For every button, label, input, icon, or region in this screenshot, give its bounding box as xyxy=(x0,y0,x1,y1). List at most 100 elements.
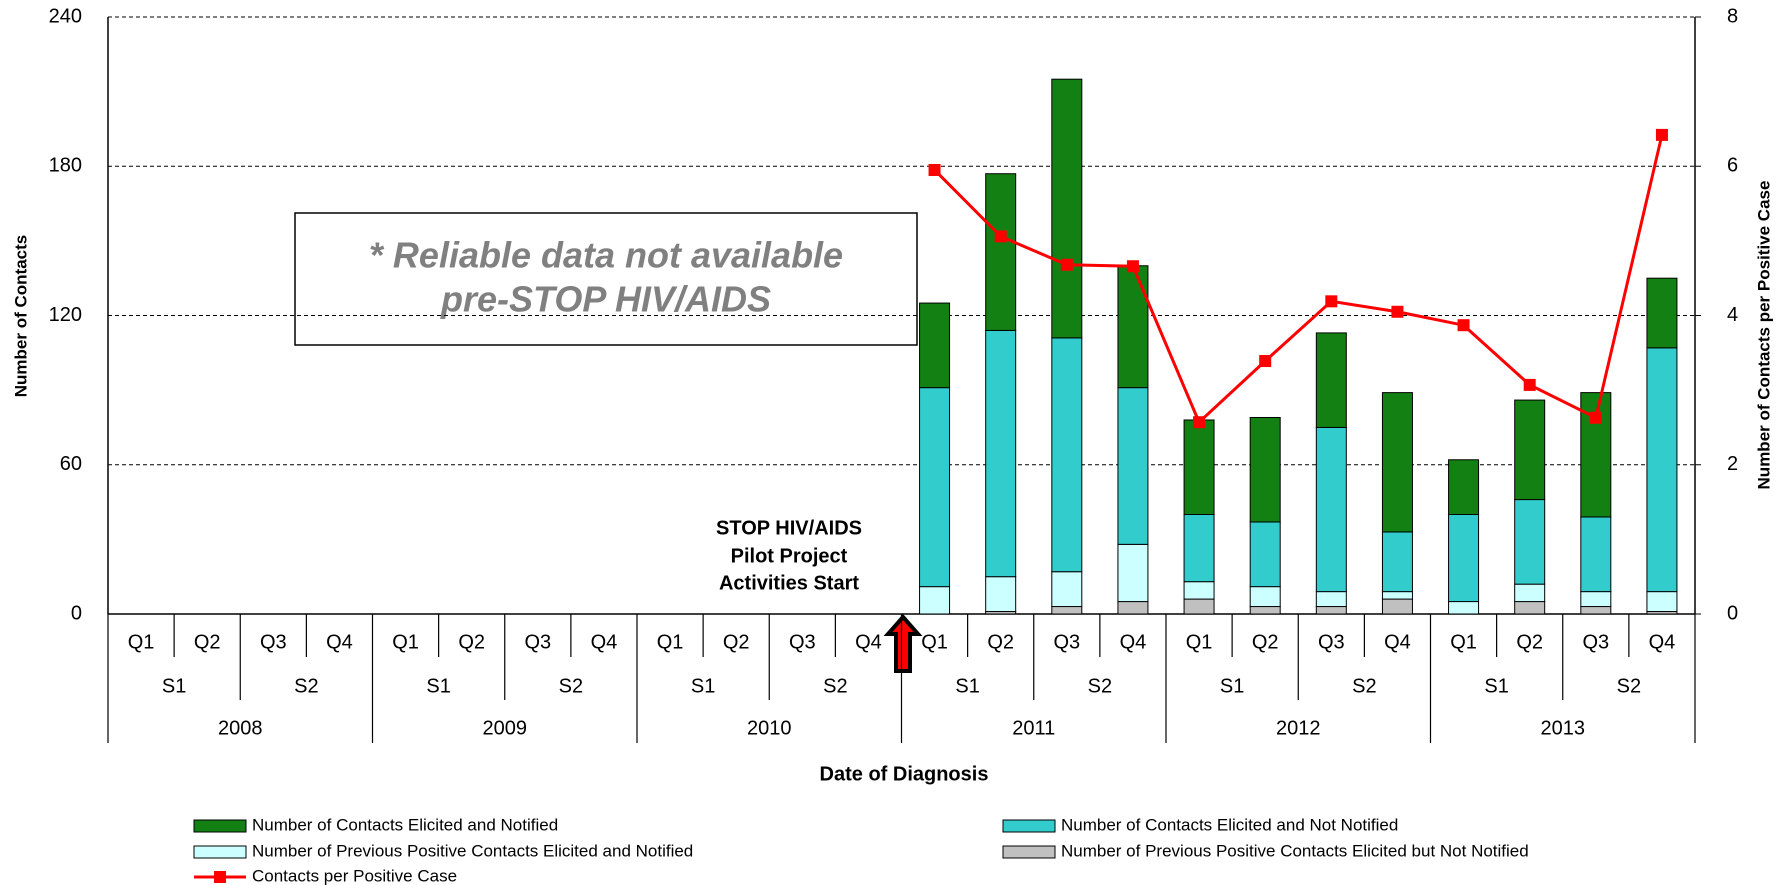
x-group-label: S1 xyxy=(691,675,715,697)
bar-segment xyxy=(1117,387,1149,545)
bar-segment xyxy=(1183,419,1215,516)
y2-tick-label: 6 xyxy=(1727,155,1738,177)
line-marker xyxy=(994,230,1007,243)
x-group-label: S2 xyxy=(823,675,847,697)
x-group-label: S2 xyxy=(294,675,318,697)
line-marker xyxy=(1259,355,1272,368)
legend-swatch xyxy=(1002,845,1056,859)
bar-segment xyxy=(985,173,1017,331)
y2-tick-label: 4 xyxy=(1727,304,1738,326)
x-tick-label: Q1 xyxy=(1450,631,1477,653)
y-axis-title: Number of Contacts xyxy=(11,235,30,397)
line-marker xyxy=(1391,305,1404,318)
annotation-arrow xyxy=(883,613,923,673)
y-tick-label: 60 xyxy=(60,453,82,475)
annotation: * Reliable data not available xyxy=(369,235,843,276)
annotation: Activities Start xyxy=(719,572,859,594)
line-marker xyxy=(1457,319,1470,332)
x-tick-label: Q4 xyxy=(1649,631,1676,653)
x-tick-label: Q1 xyxy=(921,631,948,653)
bar-segment xyxy=(1315,426,1347,593)
bar-segment xyxy=(1448,601,1480,615)
bar-segment xyxy=(1514,583,1546,603)
bar-segment xyxy=(1514,499,1546,585)
bar-segment xyxy=(1448,459,1480,515)
x-group-label: 2013 xyxy=(1541,717,1586,739)
bar-segment xyxy=(1646,591,1678,613)
line-marker xyxy=(1325,295,1338,308)
y2-tick-label: 0 xyxy=(1727,602,1738,624)
x-tick-label: Q3 xyxy=(1053,631,1080,653)
bar-segment xyxy=(1514,601,1546,615)
x-group-label: S1 xyxy=(1220,675,1244,697)
bar-segment xyxy=(919,387,951,588)
line-marker xyxy=(1060,258,1073,271)
y-tick-label: 120 xyxy=(49,304,82,326)
line-marker xyxy=(1126,260,1139,273)
x-tick-label: Q2 xyxy=(723,631,750,653)
bar-segment xyxy=(1051,571,1083,608)
y-tick-label: 240 xyxy=(49,5,82,27)
bar-segment xyxy=(1249,606,1281,615)
bar-segment xyxy=(1249,586,1281,608)
bar-segment xyxy=(1315,332,1347,428)
x-tick-label: Q3 xyxy=(789,631,816,653)
x-tick-label: Q4 xyxy=(591,631,618,653)
bar-segment xyxy=(985,576,1017,613)
x-tick-label: Q1 xyxy=(657,631,684,653)
x-tick-label: Q2 xyxy=(987,631,1014,653)
x-tick-label: Q4 xyxy=(855,631,882,653)
x-group-label: S1 xyxy=(162,675,186,697)
bar-segment xyxy=(1183,514,1215,583)
x-tick-label: Q2 xyxy=(1516,631,1543,653)
legend-swatch xyxy=(214,871,226,883)
x-tick-label: Q3 xyxy=(524,631,551,653)
line-marker xyxy=(1193,416,1206,429)
bar-segment xyxy=(1580,591,1612,608)
bar-segment xyxy=(1580,516,1612,593)
x-group-label: S1 xyxy=(955,675,979,697)
y-tick-label: 0 xyxy=(71,602,82,624)
legend-label: Number of Previous Positive Contacts Eli… xyxy=(252,841,693,860)
legend-swatch xyxy=(193,845,247,859)
bar-segment xyxy=(1249,416,1281,523)
x-tick-label: Q4 xyxy=(326,631,353,653)
x-tick-label: Q1 xyxy=(1186,631,1213,653)
x-group-label: S2 xyxy=(1088,675,1112,697)
bar-segment xyxy=(1381,392,1413,533)
bar-segment xyxy=(1117,601,1149,615)
legend-swatch xyxy=(193,819,247,833)
x-tick-label: Q1 xyxy=(128,631,155,653)
legend-label: Contacts per Positive Case xyxy=(252,866,457,885)
legend-label: Number of Previous Positive Contacts Eli… xyxy=(1061,841,1529,860)
y2-tick-label: 8 xyxy=(1727,5,1738,27)
annotation-box xyxy=(294,212,918,346)
x-tick-label: Q3 xyxy=(1318,631,1345,653)
x-group-label: 2008 xyxy=(218,717,263,739)
x-group-label: S2 xyxy=(1352,675,1376,697)
bar-segment xyxy=(1646,347,1678,593)
x-tick-label: Q1 xyxy=(392,631,419,653)
legend-label: Number of Contacts Elicited and Notified xyxy=(252,815,558,834)
legend-swatch xyxy=(1002,819,1056,833)
x-group-label: 2009 xyxy=(483,717,528,739)
x-group-label: S2 xyxy=(1617,675,1641,697)
bar-segment xyxy=(1117,543,1149,603)
bar-segment xyxy=(1646,277,1678,349)
x-tick-label: Q2 xyxy=(194,631,221,653)
x-group-label: S2 xyxy=(559,675,583,697)
y2-axis-title: Number of Contacts per Positive Case xyxy=(1754,181,1773,490)
x-group-label: 2010 xyxy=(747,717,792,739)
bar-segment xyxy=(1315,606,1347,615)
bar-segment xyxy=(1183,581,1215,600)
bar-segment xyxy=(1580,606,1612,615)
bar-segment xyxy=(1051,606,1083,615)
y-tick-label: 180 xyxy=(49,155,82,177)
line-marker xyxy=(928,163,941,176)
x-axis-title: Date of Diagnosis xyxy=(820,763,989,785)
x-tick-label: Q2 xyxy=(458,631,485,653)
x-tick-label: Q3 xyxy=(260,631,287,653)
line xyxy=(933,134,1664,425)
bar-segment xyxy=(919,302,951,389)
x-tick-label: Q4 xyxy=(1384,631,1411,653)
